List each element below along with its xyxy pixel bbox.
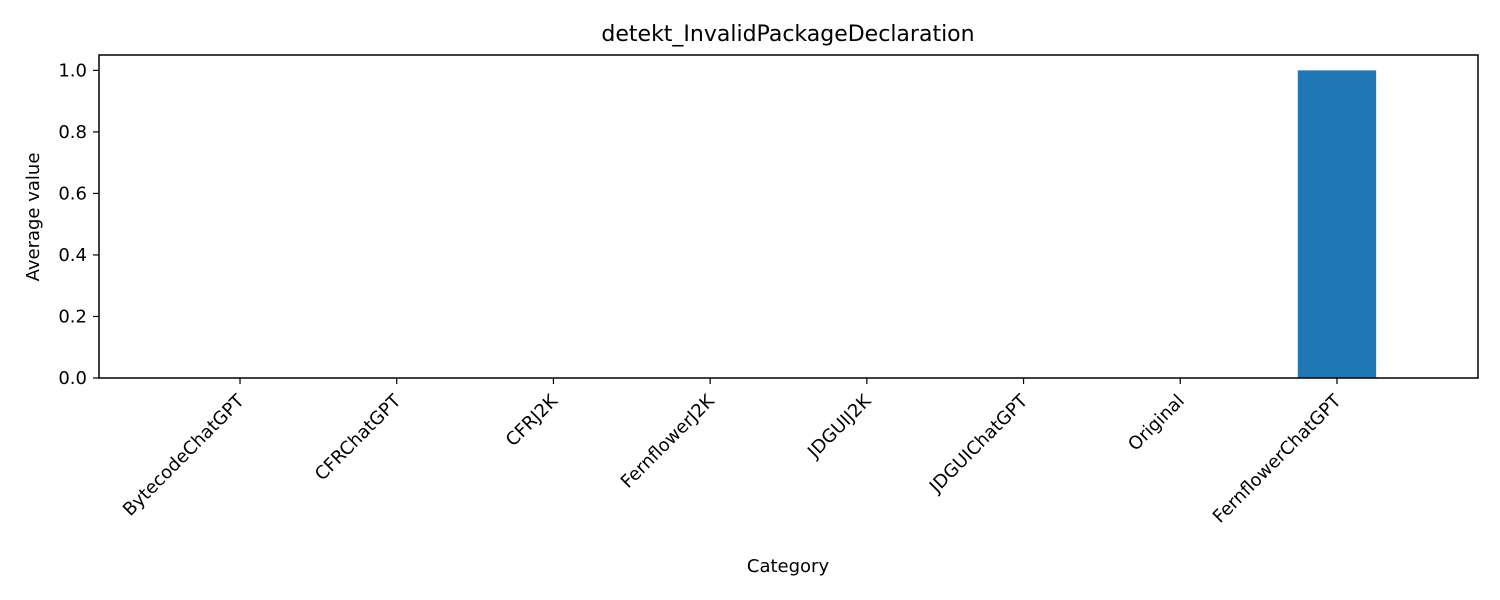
x-tick-label-fernflowerchatgpt: FernflowerChatGPT (1209, 390, 1346, 527)
y-tick-label-5: 1.0 (58, 60, 87, 81)
x-tick-label-bytecodechatgpt: BytecodeChatGPT (119, 390, 249, 520)
x-tick-label-original: Original (1124, 391, 1189, 456)
x-axis-label: Category (747, 556, 830, 577)
y-axis-label: Average value (23, 153, 44, 282)
bars-layer (1297, 70, 1377, 378)
y-tick-label-3: 0.6 (58, 183, 87, 204)
x-tick-label-jdguij2k: JDGUIJ2K (803, 390, 876, 463)
x-tick-label-jdguichatgpt: JDGUIChatGPT (925, 390, 1033, 498)
x-axis-ticks: BytecodeChatGPT CFRChatGPT CFRJ2K Fernflowe… (119, 378, 1346, 527)
y-tick-label-1: 0.2 (58, 306, 87, 327)
bar-fernflowerchatgpt (1297, 70, 1377, 378)
x-tick-label-cfrchatgpt: CFRChatGPT (311, 390, 406, 485)
y-tick-label-2: 0.4 (58, 245, 87, 266)
y-tick-label-0: 0.0 (58, 368, 87, 389)
x-tick-label-cfrj2k: CFRJ2K (502, 390, 563, 451)
plot-area-frame (98, 54, 1479, 379)
x-tick-label-fernflowerj2k: FernflowerJ2K (617, 390, 720, 493)
chart-title: detekt_InvalidPackageDeclaration (601, 22, 974, 47)
y-axis-ticks: 0.0 0.2 0.4 0.6 0.8 1.0 (58, 60, 99, 389)
y-tick-label-4: 0.8 (58, 122, 87, 143)
